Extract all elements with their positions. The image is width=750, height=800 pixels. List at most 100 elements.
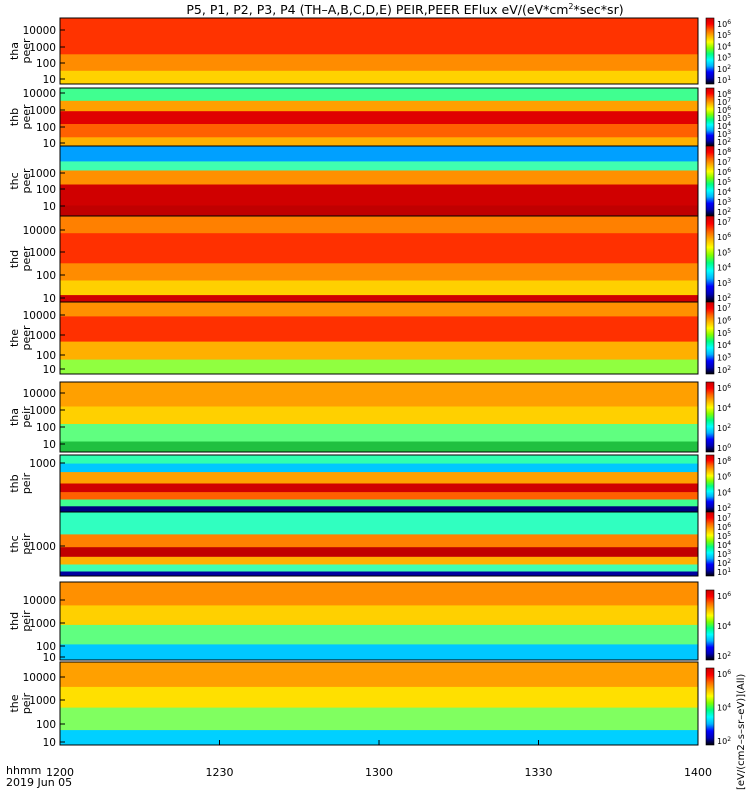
- ytick-label: 10000: [23, 88, 56, 100]
- ytick-label: 10000: [23, 595, 56, 607]
- spectrogram-band: [60, 582, 698, 606]
- ytick-label: 100: [36, 122, 56, 134]
- colorbar-tick-label: 105: [717, 177, 731, 187]
- colorbar-tick-label: 103: [717, 129, 731, 139]
- ytick-label: 1000: [29, 105, 56, 117]
- colorbar-tick-label: 108: [717, 89, 731, 99]
- spectrogram-band: [60, 295, 698, 303]
- ytick-label: 1000: [29, 330, 56, 342]
- panel-the-peir: thepeir 10000 1000 100 10 106 104 102: [8, 661, 731, 749]
- spectrogram-band: [60, 263, 698, 281]
- colorbar-tick-label: 104: [717, 187, 731, 197]
- spectrogram-band: [60, 88, 698, 102]
- x-axis-label-date: 2019 Jun 05: [6, 776, 72, 789]
- spectrogram-band: [60, 233, 698, 264]
- ytick-label: 10: [43, 138, 56, 150]
- colorbar-tick-label: 104: [717, 621, 731, 631]
- panel-thb-peer: thbpeer 10000 1000 100 10 1081071061051041031…: [8, 87, 731, 150]
- panel-frame: [59, 17, 699, 85]
- colorbar-tick-label: 105: [717, 247, 731, 257]
- spectrogram-band: [60, 205, 698, 217]
- colorbar-tick-label: 106: [717, 315, 731, 325]
- spectrogram-band: [60, 492, 698, 500]
- spectrogram-band: [60, 406, 698, 425]
- panel-thb-peir: thbpeir 1000 108 106 104 102: [8, 454, 731, 513]
- ytick-label: 100: [36, 422, 56, 434]
- spectrogram-band: [60, 111, 698, 125]
- ytick-label: 1000: [29, 618, 56, 630]
- spectrogram-band: [60, 512, 698, 535]
- panel-frame: [59, 301, 699, 375]
- panel-ylabel: thbpeer: [8, 104, 33, 130]
- colorbar: [705, 17, 715, 85]
- spectrogram-band: [60, 506, 698, 513]
- colorbar-tick-label: 102: [717, 651, 731, 661]
- spectrogram-band: [60, 70, 698, 85]
- spectrogram-band: [60, 302, 698, 317]
- colorbar-tick-label: 102: [717, 503, 731, 513]
- panels-group: thapeer10000100010010106105104103102101t…: [8, 17, 731, 749]
- colorbar: [705, 667, 715, 746]
- colorbar-tick-label: 104: [717, 41, 731, 51]
- colorbar-tick-label: 107: [717, 303, 731, 313]
- xtick-label: 1400: [684, 766, 712, 779]
- colorbar-tick-label: 107: [717, 513, 731, 523]
- ytick-label: 1000: [29, 695, 56, 707]
- spectrogram-band: [60, 280, 698, 296]
- ytick-label: 10000: [23, 388, 56, 400]
- spectrogram-band: [60, 341, 698, 361]
- spectrogram-band: [60, 564, 698, 572]
- ytick-label: 100: [36, 184, 56, 196]
- colorbar-tick-label: 106: [717, 167, 731, 177]
- colorbar-tick-label: 107: [717, 217, 731, 227]
- colorbar: [705, 454, 715, 513]
- colorbar: [705, 87, 715, 147]
- colorbar-label: [eV/(cm2–s–sr–eV)](All): [736, 674, 747, 790]
- ytick-label: 100: [36, 641, 56, 653]
- spectrogram-band: [60, 571, 698, 577]
- colorbar-tick-label: 105: [717, 328, 731, 338]
- spectrogram-band: [60, 137, 698, 147]
- colorbar: [705, 381, 715, 453]
- panel-frame: [59, 381, 699, 453]
- colorbar-tick-label: 103: [717, 278, 731, 288]
- spectrogram-band: [60, 382, 698, 407]
- ytick-label: 10000: [23, 225, 56, 237]
- ytick-label: 10: [43, 201, 56, 213]
- ytick-label: 100: [36, 270, 56, 282]
- ytick-label: 1000: [29, 168, 56, 180]
- colorbar: [705, 589, 715, 661]
- spectrogram-band: [60, 707, 698, 731]
- spectrogram-band: [60, 483, 698, 493]
- colorbar-tick-label: 104: [717, 540, 731, 550]
- spectrogram-band: [60, 146, 698, 162]
- panel-ylabel: thcpeer: [8, 168, 33, 194]
- colorbar: [705, 301, 715, 375]
- colorbar-tick-label: 104: [717, 263, 731, 273]
- spectrogram-band: [60, 184, 698, 206]
- spectrogram-band: [60, 100, 698, 112]
- panel-thd-peer: thdpeer 10000 1000 100 10 107 106 105 104 103 102: [8, 215, 731, 305]
- colorbar-tick-label: 104: [717, 340, 731, 350]
- colorbar: [705, 215, 715, 303]
- ytick-label: 10: [43, 439, 56, 451]
- panel-ylabel: thepeer: [8, 325, 33, 351]
- spectrogram-band: [60, 644, 698, 661]
- spectrogram-band: [60, 441, 698, 453]
- figure-title: P5, P1, P2, P3, P4 (TH–A,B,C,D,E) PEIR,P…: [186, 2, 623, 17]
- colorbar-tick-label: 106: [717, 669, 731, 679]
- colorbar-tick-label: 103: [717, 549, 731, 559]
- spectrogram-band: [60, 605, 698, 626]
- panel-frame: [59, 511, 699, 577]
- spectrogram-band: [60, 170, 698, 185]
- ytick-label: 10: [43, 737, 56, 749]
- panel-ylabel: thbpeir: [8, 472, 33, 494]
- colorbar-tick-label: 101: [717, 567, 731, 577]
- colorbar-tick-label: 107: [717, 157, 731, 167]
- spectrogram-band: [60, 534, 698, 548]
- colorbar-tick-label: 102: [717, 736, 731, 746]
